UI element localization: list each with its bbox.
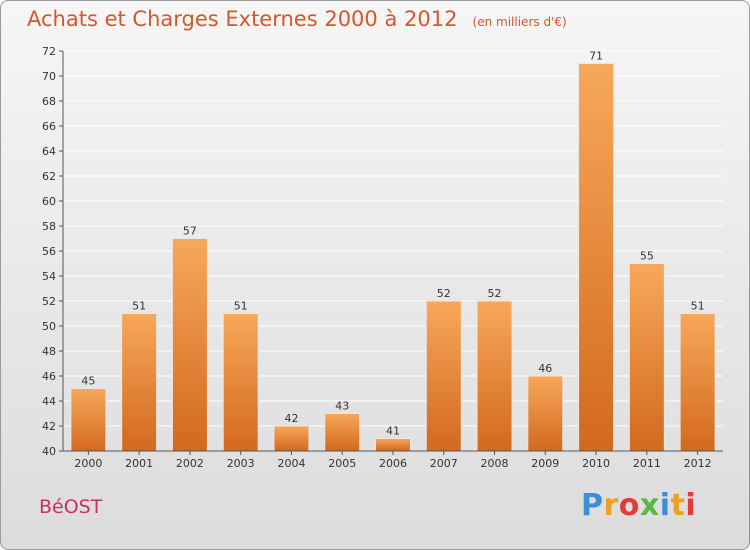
value-label: 45 — [81, 375, 95, 388]
value-label: 51 — [132, 300, 146, 313]
bar[interactable] — [628, 263, 665, 452]
x-tick-label: 2003 — [227, 457, 255, 470]
bar[interactable] — [121, 313, 158, 452]
value-label: 43 — [335, 400, 349, 413]
proxiti-logo[interactable]: Proxiti — [581, 488, 696, 523]
x-tick-label: 2010 — [582, 457, 610, 470]
logo-letter: P — [581, 488, 604, 523]
value-label: 41 — [386, 425, 400, 438]
bar[interactable] — [324, 413, 361, 452]
y-tick-label: 48 — [42, 345, 56, 358]
x-tick-label: 2012 — [684, 457, 712, 470]
value-label: 57 — [183, 225, 197, 238]
value-label: 52 — [437, 287, 451, 300]
y-tick-label: 46 — [42, 370, 56, 383]
value-label: 42 — [284, 412, 298, 425]
value-label: 52 — [488, 287, 502, 300]
x-tick-label: 2006 — [379, 457, 407, 470]
x-tick-label: 2007 — [430, 457, 458, 470]
y-tick-label: 62 — [42, 170, 56, 183]
y-tick-label: 42 — [42, 420, 56, 433]
logo-letter: x — [639, 488, 660, 523]
bar-layer — [70, 63, 716, 452]
bar[interactable] — [70, 388, 107, 452]
value-label: 71 — [589, 50, 603, 63]
y-tick-label: 40 — [42, 445, 56, 458]
x-tick-label: 2002 — [176, 457, 204, 470]
bar[interactable] — [222, 313, 259, 452]
x-tick-label: 2009 — [531, 457, 559, 470]
y-tick-label: 58 — [42, 220, 56, 233]
bar[interactable] — [273, 425, 310, 452]
grid-layer — [63, 50, 723, 452]
y-tick-label: 60 — [42, 195, 56, 208]
bar[interactable] — [679, 313, 716, 452]
x-tick-label: 2005 — [328, 457, 356, 470]
chart-subtitle: (en milliers d'€) — [472, 15, 567, 29]
logo-letter: o — [618, 488, 640, 523]
title-row: Achats et Charges Externes 2000 à 2012 (… — [27, 7, 567, 31]
logo-letter: r — [603, 488, 619, 523]
x-tick-label: 2011 — [633, 457, 661, 470]
y-tick-label: 66 — [42, 120, 56, 133]
bar[interactable] — [425, 300, 462, 452]
logo-letter: i — [659, 488, 671, 523]
y-tick-label: 52 — [42, 295, 56, 308]
y-tick-label: 68 — [42, 95, 56, 108]
value-label: 55 — [640, 250, 654, 263]
y-tick-label: 56 — [42, 245, 56, 258]
y-tick-label: 64 — [42, 145, 56, 158]
label-layer: 40 42 44 46 48 50 52 54 56 58 60 62 64 66 68 70 72 45 2000… — [42, 45, 712, 470]
bar[interactable] — [578, 63, 615, 452]
x-tick-label: 2000 — [74, 457, 102, 470]
y-tick-label: 72 — [42, 45, 56, 58]
x-tick-label: 2001 — [125, 457, 153, 470]
commune-name: BéOST — [39, 496, 103, 518]
y-tick-label: 70 — [42, 70, 56, 83]
bar[interactable] — [171, 238, 208, 452]
x-tick-label: 2004 — [277, 457, 305, 470]
axis-layer — [59, 50, 723, 455]
bar[interactable] — [375, 438, 411, 452]
y-tick-label: 54 — [42, 270, 56, 283]
y-tick-label: 50 — [42, 320, 56, 333]
bar[interactable] — [527, 375, 564, 452]
value-label: 51 — [691, 300, 705, 313]
chart-title: Achats et Charges Externes 2000 à 2012 — [27, 7, 458, 31]
x-tick-label: 2008 — [481, 457, 509, 470]
y-tick-label: 44 — [42, 395, 56, 408]
value-label: 51 — [234, 300, 248, 313]
bar[interactable] — [476, 300, 513, 452]
logo-letter: i — [685, 488, 697, 523]
value-label: 46 — [538, 362, 552, 375]
logo-letter: t — [670, 488, 686, 523]
